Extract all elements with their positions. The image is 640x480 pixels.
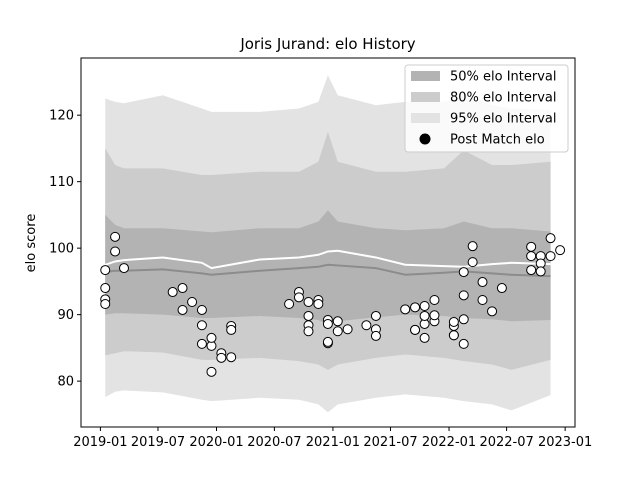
match-point <box>545 233 556 244</box>
match-point <box>458 290 469 301</box>
x-tick-label: 2020-07 <box>247 435 301 450</box>
match-point <box>303 297 314 308</box>
legend-swatch <box>411 113 440 123</box>
y-tick-label: 100 <box>49 242 74 257</box>
match-point <box>177 283 188 294</box>
match-point <box>167 287 178 298</box>
match-point <box>100 299 111 309</box>
match-point <box>332 316 343 327</box>
match-point <box>526 265 537 276</box>
legend-swatch <box>411 92 440 102</box>
match-point <box>419 332 430 343</box>
legend-label: 80% elo Interval <box>450 91 557 106</box>
match-point <box>545 251 556 262</box>
match-point <box>370 310 381 321</box>
x-tick-label: 2023-01 <box>538 435 592 450</box>
x-tick-label: 2022-01 <box>422 435 476 450</box>
match-point <box>284 299 295 309</box>
match-point <box>535 266 546 277</box>
match-point <box>448 316 459 327</box>
x-tick-label: 2021-01 <box>306 435 360 450</box>
match-point <box>526 251 537 262</box>
match-point <box>370 330 381 341</box>
match-point <box>477 295 488 306</box>
match-point <box>555 245 566 256</box>
match-point <box>110 246 121 257</box>
legend-box <box>404 64 569 153</box>
match-point <box>410 302 421 313</box>
match-point <box>187 297 198 308</box>
chart-title: Joris Jurand: elo History <box>239 35 415 53</box>
match-point <box>196 304 207 315</box>
match-point <box>100 265 111 276</box>
y-tick-label: 90 <box>57 308 74 323</box>
match-point <box>410 324 421 335</box>
match-point <box>458 314 469 325</box>
match-point <box>313 299 324 309</box>
match-point <box>216 352 227 363</box>
legend-label: 95% elo Interval <box>450 112 557 127</box>
match-point <box>119 263 130 274</box>
elo-line <box>104 249 551 270</box>
match-point <box>419 300 430 311</box>
x-tick-label: 2019-01 <box>73 435 127 450</box>
y-axis-label: elo score <box>24 214 39 273</box>
match-point <box>496 283 507 294</box>
match-point <box>342 324 353 335</box>
y-tick-label: 80 <box>57 375 74 390</box>
x-tick-label: 2022-07 <box>479 435 533 450</box>
match-point <box>458 267 469 278</box>
match-point <box>303 326 314 337</box>
match-point <box>467 257 478 268</box>
match-point <box>332 326 343 337</box>
match-point <box>361 320 372 331</box>
match-point <box>293 292 304 303</box>
match-point <box>110 231 121 242</box>
match-point <box>196 320 207 331</box>
legend-marker <box>419 133 431 145</box>
match-point <box>477 277 488 288</box>
match-point <box>467 241 478 252</box>
match-point <box>429 310 440 321</box>
match-point <box>303 310 314 321</box>
x-tick-label: 2019-07 <box>131 435 185 450</box>
match-point <box>196 338 207 349</box>
interval-band <box>105 210 551 326</box>
match-point <box>226 352 237 363</box>
match-point <box>526 241 537 252</box>
match-point <box>448 330 459 341</box>
y-tick-label: 120 <box>49 109 74 124</box>
match-point <box>206 366 217 377</box>
match-point <box>429 295 440 306</box>
match-point <box>177 304 188 315</box>
match-point <box>100 283 111 294</box>
x-tick-label: 2020-01 <box>189 435 243 450</box>
y-tick-label: 110 <box>49 175 74 190</box>
plot-frame <box>80 57 576 428</box>
match-point <box>487 306 498 317</box>
legend-label: Post Match elo <box>450 133 545 148</box>
x-tick-label: 2021-07 <box>363 435 417 450</box>
match-point <box>322 336 333 347</box>
match-point <box>400 304 411 315</box>
legend-label: 50% elo Interval <box>450 70 557 85</box>
match-point <box>206 332 217 343</box>
match-point <box>419 310 430 321</box>
match-point <box>226 324 237 335</box>
match-point <box>458 338 469 349</box>
match-point <box>322 318 333 329</box>
legend-swatch <box>411 71 440 81</box>
